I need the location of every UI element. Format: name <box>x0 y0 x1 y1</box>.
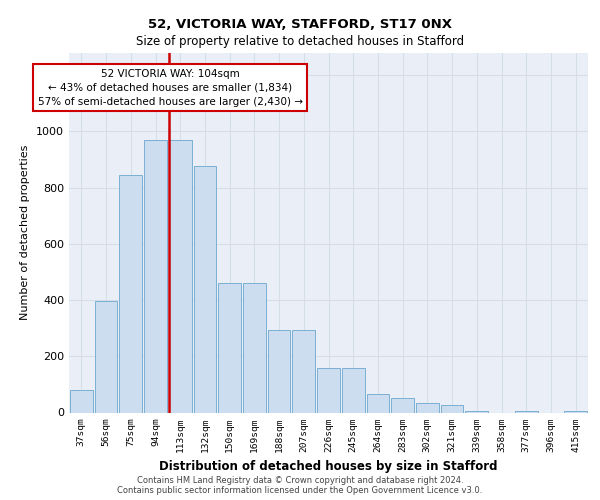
Bar <box>466 411 488 412</box>
Y-axis label: Number of detached properties: Number of detached properties <box>20 145 31 320</box>
X-axis label: Distribution of detached houses by size in Stafford: Distribution of detached houses by size … <box>159 460 498 473</box>
Text: 52 VICTORIA WAY: 104sqm
← 43% of detached houses are smaller (1,834)
57% of semi: 52 VICTORIA WAY: 104sqm ← 43% of detache… <box>38 68 303 106</box>
Bar <box>317 368 340 412</box>
Bar <box>119 175 142 412</box>
Bar <box>416 402 439 412</box>
Bar <box>367 394 389 412</box>
Bar <box>441 406 463 412</box>
Bar <box>218 283 241 412</box>
Bar <box>268 330 290 412</box>
Bar <box>95 302 118 412</box>
Bar <box>342 368 365 412</box>
Bar <box>194 166 216 412</box>
Bar <box>564 411 587 412</box>
Text: Contains HM Land Registry data © Crown copyright and database right 2024.
Contai: Contains HM Land Registry data © Crown c… <box>118 476 482 495</box>
Bar <box>169 140 191 412</box>
Bar <box>243 283 266 412</box>
Bar <box>292 330 315 412</box>
Bar <box>515 411 538 412</box>
Bar <box>144 140 167 412</box>
Bar <box>391 398 414 412</box>
Text: 52, VICTORIA WAY, STAFFORD, ST17 0NX: 52, VICTORIA WAY, STAFFORD, ST17 0NX <box>148 18 452 30</box>
Bar <box>70 390 93 412</box>
Text: Size of property relative to detached houses in Stafford: Size of property relative to detached ho… <box>136 35 464 48</box>
